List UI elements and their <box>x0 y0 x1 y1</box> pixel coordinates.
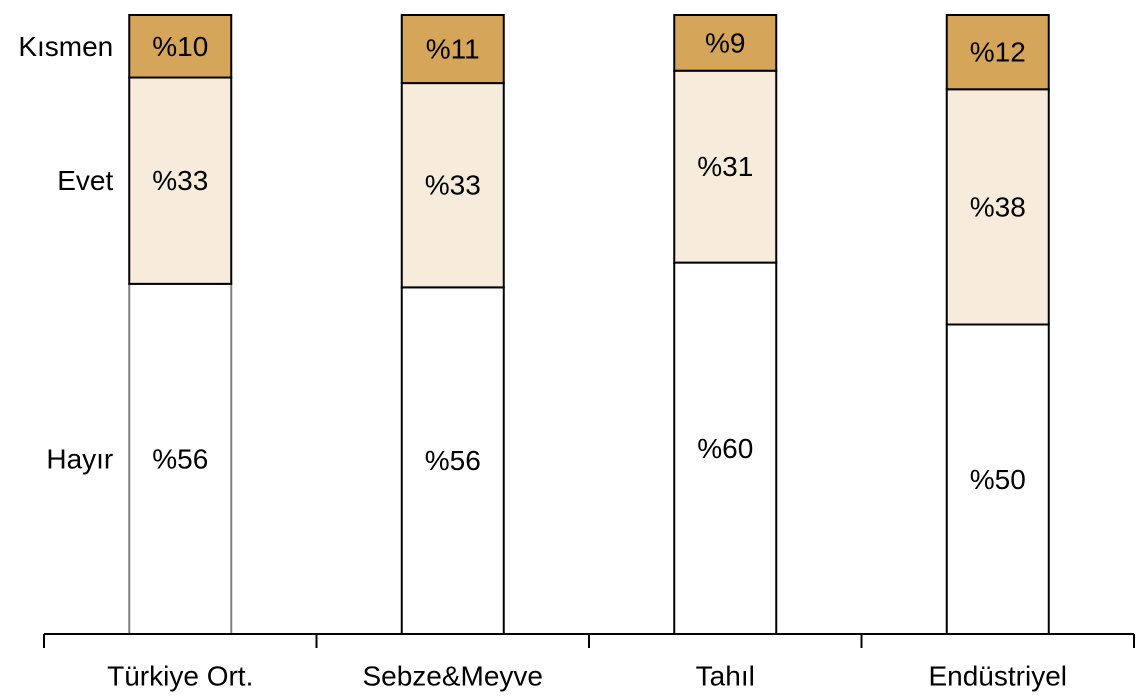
data-label-türkiye-ort-kısmen: %10 <box>152 31 208 62</box>
x-tick-label-endüstriyel: Endüstriyel <box>928 661 1067 692</box>
data-label-tahıl-hayır: %60 <box>697 433 753 464</box>
bar-tahıl-evet <box>673 69 778 264</box>
data-label-tahıl-evet: %31 <box>697 151 753 182</box>
bar-türkiye-ort-evet <box>128 76 233 285</box>
bar-türkiye-ort-hayır <box>128 282 233 635</box>
data-label-türkiye-ort-evet: %33 <box>152 165 208 196</box>
x-axis: Türkiye Ort. Sebze&Meyve Tahıl Endüstriyel <box>43 633 1135 692</box>
data-label-sebze-meyve-evet: %33 <box>425 170 481 201</box>
data-label-endüstriyel-evet: %38 <box>970 191 1026 222</box>
series-label-kısmen: Kısmen <box>18 31 113 62</box>
data-label-endüstriyel-hayır: %50 <box>970 464 1026 495</box>
x-tick-label-tahıl: Tahıl <box>696 661 755 692</box>
bars-layer <box>128 14 1050 635</box>
segment-labels-layer: %56 %33 %10 %56 %33 %11 %60 %31 %9 %50 %38 %12 <box>152 27 1026 494</box>
x-tick-label-türkiye-ort: Türkiye Ort. <box>107 661 253 692</box>
bar-endüstriyel-kısmen <box>945 14 1050 91</box>
bar-sebze-meyve-evet <box>400 82 505 289</box>
bar-endüstriyel-hayır <box>945 323 1050 635</box>
bar-sebze-meyve-kısmen <box>400 14 505 85</box>
bar-türkiye-ort-kısmen <box>128 14 233 79</box>
bar-sebze-meyve-hayır <box>400 286 505 635</box>
series-label-evet: Evet <box>57 165 113 196</box>
data-label-endüstriyel-kısmen: %12 <box>970 37 1026 68</box>
data-label-tahıl-kısmen: %9 <box>705 27 745 58</box>
bar-endüstriyel-evet <box>945 88 1050 326</box>
data-label-türkiye-ort-hayır: %56 <box>152 443 208 474</box>
series-labels-layer: Hayır Evet Kısmen <box>18 31 113 475</box>
series-label-hayır: Hayır <box>46 443 113 474</box>
data-label-sebze-meyve-kısmen: %11 <box>426 34 480 65</box>
data-label-sebze-meyve-hayır: %56 <box>425 445 481 476</box>
bar-tahıl-kısmen <box>673 14 778 72</box>
x-tick-label-sebze-meyve: Sebze&Meyve <box>362 661 543 692</box>
